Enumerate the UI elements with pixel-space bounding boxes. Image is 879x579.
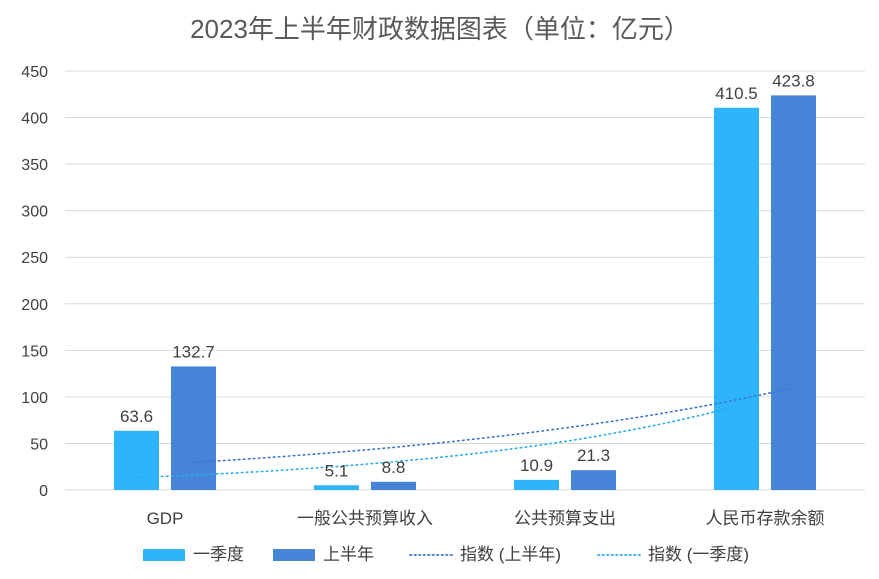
data-labels: 63.6 132.7 5.1 8.8 10.9 21.3 410.5 423.8: [120, 71, 815, 480]
legend-label: 上半年: [323, 545, 374, 564]
data-label: 410.5: [715, 84, 758, 103]
bar: [771, 95, 816, 490]
data-label: 63.6: [120, 407, 153, 426]
x-tick-label: 一般公共预算收入: [297, 509, 433, 528]
data-label: 21.3: [577, 446, 610, 465]
bar: [314, 485, 359, 490]
y-tick-label: 50: [30, 436, 48, 453]
bars: [114, 95, 816, 490]
y-tick-label: 250: [21, 250, 48, 267]
data-label: 132.7: [172, 342, 215, 361]
trendline: [192, 386, 795, 464]
bar: [114, 430, 159, 490]
y-tick-label: 0: [39, 483, 48, 500]
y-tick-label: 450: [21, 64, 48, 81]
bar: [371, 481, 416, 490]
y-tick-label: 150: [21, 343, 48, 360]
y-axis: 0 50 100 150 200 250 300 350 400 450: [21, 64, 48, 500]
legend-label: 指数 (一季度): [648, 545, 749, 564]
y-tick-label: 100: [21, 390, 48, 407]
data-label: 5.1: [325, 461, 349, 480]
y-tick-label: 300: [21, 204, 48, 221]
legend-swatch: [273, 549, 315, 561]
data-label: 8.8: [382, 458, 406, 477]
data-label: 423.8: [772, 71, 815, 90]
x-axis: GDP 一般公共预算收入 公共预算支出 人民币存款余额: [147, 509, 825, 528]
x-tick-label: 公共预算支出: [514, 509, 616, 528]
x-tick-label: 人民币存款余额: [706, 509, 825, 528]
bar: [571, 470, 616, 490]
chart-title: 2023年上半年财政数据图表（单位：亿元）: [190, 14, 690, 44]
y-tick-label: 400: [21, 111, 48, 128]
x-tick-label: GDP: [147, 509, 184, 528]
y-tick-label: 350: [21, 157, 48, 174]
legend: 一季度 上半年 指数 (上半年) 指数 (一季度): [143, 545, 749, 564]
data-label: 10.9: [520, 456, 553, 475]
trendline: [135, 405, 738, 479]
y-tick-label: 200: [21, 297, 48, 314]
bar: [171, 366, 216, 490]
bar: [714, 107, 759, 490]
legend-label: 一季度: [193, 545, 244, 564]
legend-label: 指数 (上半年): [460, 545, 561, 564]
legend-swatch: [143, 549, 185, 561]
bar: [514, 479, 559, 490]
trendlines: [135, 386, 795, 479]
